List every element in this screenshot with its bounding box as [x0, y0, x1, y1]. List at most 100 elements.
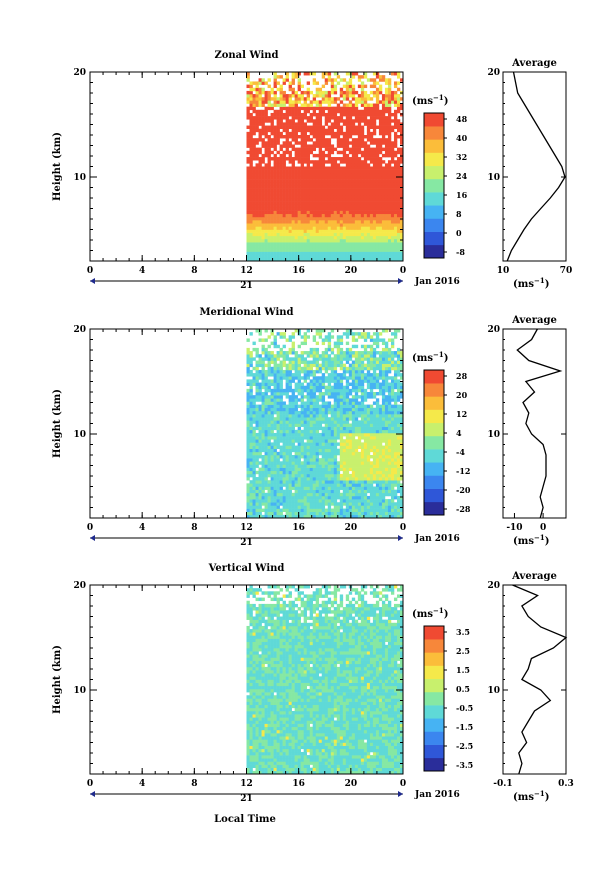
heatmap-cell: [351, 439, 356, 443]
heatmap-cell: [258, 229, 262, 233]
heatmap-cell: [276, 204, 280, 208]
heatmap-cell: [321, 436, 326, 440]
heatmap-cell: [288, 238, 292, 243]
heatmap-cell: [252, 242, 256, 246]
heatmap-cell: [255, 220, 259, 224]
heatmap-cell: [300, 194, 304, 199]
heatmap-cell: [312, 486, 317, 490]
heatmap-cell: [279, 194, 283, 199]
heatmap-cell: [315, 245, 320, 249]
heatmap-cell: [348, 213, 353, 218]
heatmap-cell: [261, 144, 265, 148]
heatmap-cell: [339, 245, 344, 249]
heatmap-cell: [360, 172, 365, 177]
heatmap-cell: [387, 385, 392, 390]
heatmap-cell: [321, 451, 326, 456]
heatmap-cell: [342, 492, 347, 497]
heatmap-cell: [339, 398, 344, 402]
heatmap-cell: [282, 194, 286, 199]
heatmap-cell: [396, 473, 401, 478]
heatmap-cell: [378, 467, 383, 472]
heatmap-cell: [321, 238, 326, 243]
heatmap-cell: [294, 166, 298, 170]
heatmap-cell: [300, 410, 304, 415]
heatmap-cell: [375, 392, 380, 396]
heatmap-cell: [246, 502, 250, 506]
heatmap-cell: [315, 248, 320, 252]
heatmap-cell: [264, 147, 268, 152]
heatmap-cell: [378, 213, 383, 218]
heatmap-cell: [312, 109, 317, 114]
heatmap-cell: [333, 106, 338, 111]
heatmap-cell: [345, 229, 350, 233]
heatmap-cell: [345, 144, 350, 148]
heatmap-cell: [348, 464, 353, 468]
heatmap-cell: [252, 429, 256, 434]
heatmap-cell: [390, 439, 395, 443]
heatmap-cell: [372, 116, 377, 120]
heatmap-cell: [393, 131, 398, 136]
heatmap-cell: [351, 417, 356, 421]
heatmap-cell: [363, 94, 368, 98]
heatmap-cell: [372, 194, 377, 199]
heatmap-cell: [339, 458, 344, 462]
heatmap-cell: [318, 254, 323, 259]
heatmap-cell: [357, 492, 362, 497]
heatmap-cell: [258, 445, 262, 449]
heatmap-cell: [321, 166, 326, 170]
heatmap-cell: [264, 188, 268, 192]
heatmap-cell: [363, 229, 368, 233]
heatmap-cell: [369, 432, 374, 437]
heatmap-cell: [360, 489, 365, 494]
heatmap-cell: [258, 455, 262, 459]
heatmap-cell: [300, 439, 304, 443]
heatmap-cell: [363, 392, 368, 396]
heatmap-cell: [276, 257, 280, 262]
heatmap-cell: [282, 198, 286, 202]
heatmap-cell: [375, 116, 380, 120]
heatmap-cell: [390, 119, 395, 123]
heatmap-cell: [399, 404, 404, 409]
heatmap-cell: [396, 467, 401, 472]
heatmap-cell: [372, 442, 377, 446]
heatmap-cell: [258, 169, 262, 174]
heatmap-cell: [315, 445, 320, 449]
heatmap-cell: [357, 514, 362, 519]
heatmap-cell: [288, 257, 292, 262]
heatmap-cell: [312, 254, 317, 259]
heatmap-cell: [282, 473, 286, 478]
heatmap-cell: [303, 508, 307, 512]
heatmap-cell: [366, 480, 371, 484]
heatmap-cell: [258, 138, 262, 142]
heatmap-cell: [363, 204, 368, 208]
heatmap-cell: [351, 477, 356, 481]
heatmap-cell: [390, 72, 395, 76]
heatmap-cell: [246, 388, 250, 393]
heatmap-cell: [396, 432, 401, 437]
panel-title: Meridional Wind: [199, 307, 293, 318]
heatmap-cell: [258, 395, 262, 399]
heatmap-cell: [258, 235, 262, 240]
heatmap-cell: [387, 90, 392, 95]
heatmap-cell: [351, 226, 356, 230]
heatmap-cell: [276, 473, 280, 478]
heatmap-cell: [354, 216, 359, 221]
heatmap-cell: [294, 495, 298, 500]
heatmap-cell: [327, 116, 332, 120]
heatmap-cell: [306, 407, 310, 412]
heatmap-cell: [273, 103, 277, 107]
heatmap-cell: [372, 432, 377, 437]
heatmap-cell: [336, 150, 341, 155]
heatmap-cell: [258, 216, 262, 221]
heatmap-cell: [354, 420, 359, 424]
heatmap-cell: [291, 470, 295, 475]
heatmap-cell: [324, 185, 329, 189]
heatmap-cell: [276, 97, 280, 101]
heatmap-cell: [297, 216, 301, 221]
heatmap-cell: [294, 439, 298, 443]
heatmap-cell: [267, 508, 271, 512]
heatmap-cell: [378, 458, 383, 462]
heatmap-cell: [339, 87, 344, 92]
heatmap-cell: [321, 172, 326, 177]
heatmap-cell: [300, 448, 304, 453]
